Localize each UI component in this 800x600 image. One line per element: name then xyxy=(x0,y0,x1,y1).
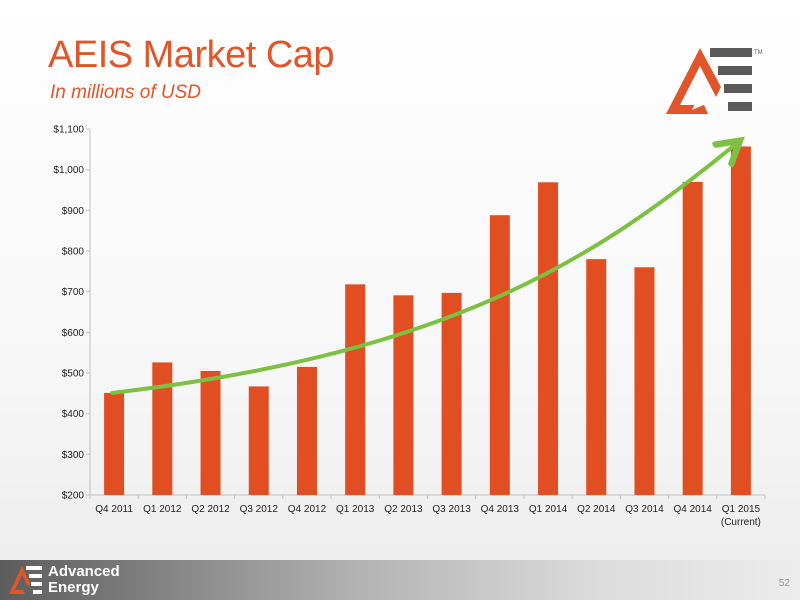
green-trend-arrow-icon xyxy=(110,143,737,395)
x-tick-label: Q3 2012 xyxy=(240,504,279,515)
footer-brand-line2: Energy xyxy=(48,579,99,596)
x-tick-label: Q2 2014 xyxy=(577,504,616,515)
market-cap-chart: $200 $300 $400 $500 $600 $700 $800 $900 $1,000 $1… xyxy=(53,125,766,528)
y-tick-label: $200 xyxy=(62,491,85,502)
bar-q2-2012 xyxy=(200,370,221,495)
footer-brand-name: Advanced Energy xyxy=(48,564,120,596)
bar-q2-2014 xyxy=(586,259,607,495)
page-title: AEIS Market Cap xyxy=(48,34,335,76)
y-tick-label: $600 xyxy=(62,328,85,339)
bar-q3-2012 xyxy=(248,386,269,495)
x-tick-label: Q4 2013 xyxy=(481,504,520,515)
bar-q1-2014 xyxy=(538,182,559,496)
bar-q3-2014 xyxy=(634,267,655,495)
bar-q4-2011 xyxy=(104,392,125,495)
y-tick-label: $1,100 xyxy=(53,125,84,136)
x-tick-label: Q4 2012 xyxy=(288,504,327,515)
x-tick-label: Q1 2013 xyxy=(336,504,375,515)
y-axis: $200 $300 $400 $500 $600 $700 $800 $900 $1,000 $1… xyxy=(53,125,91,502)
y-tick-label: $1,000 xyxy=(53,165,84,176)
bar-q1-2015 xyxy=(730,146,751,495)
page-number: 52 xyxy=(778,578,790,589)
bar-q4-2014 xyxy=(682,181,703,495)
x-tick-label: Q4 2014 xyxy=(673,504,712,515)
bar-q3-2013 xyxy=(441,292,462,495)
advanced-energy-footer-logo-icon xyxy=(9,566,42,594)
x-tick-label: Q3 2013 xyxy=(432,504,471,515)
x-tick-label: Q1 2014 xyxy=(529,504,568,515)
y-tick-label: $700 xyxy=(62,287,85,298)
bar-q1-2013 xyxy=(345,284,366,495)
y-tick-label: $300 xyxy=(62,450,85,461)
y-tick-label: $900 xyxy=(62,206,85,217)
y-tick-label: $800 xyxy=(62,247,85,258)
bar-q4-2013 xyxy=(489,215,510,496)
x-tick-label: Q4 2011 xyxy=(95,504,133,515)
advanced-energy-ae-logo-icon: TM xyxy=(666,48,763,114)
bar-q2-2013 xyxy=(393,295,414,495)
bar-q1-2012 xyxy=(152,362,173,495)
x-tick-label: Q2 2012 xyxy=(191,504,230,515)
bar-q4-2012 xyxy=(296,366,317,495)
x-axis: Q4 2011 Q1 2012 Q2 2012 Q3 2012 Q4 2012 Q1 20… xyxy=(89,494,766,528)
x-tick-label: Q3 2014 xyxy=(625,504,664,515)
footer-brand-line1: Advanced xyxy=(48,563,120,580)
y-tick-label: $400 xyxy=(62,409,85,420)
x-tick-label: Q1 2012 xyxy=(143,504,182,515)
footer-bar: Advanced Energy xyxy=(0,560,800,600)
x-tick-sublabel: (Current) xyxy=(721,517,761,528)
x-tick-label: Q2 2013 xyxy=(384,504,423,515)
bars xyxy=(104,146,751,496)
x-tick-label: Q1 2015 xyxy=(722,504,761,515)
y-tick-label: $500 xyxy=(62,369,85,380)
svg-text:TM: TM xyxy=(754,50,763,56)
page-subtitle: In millions of USD xyxy=(50,82,201,103)
